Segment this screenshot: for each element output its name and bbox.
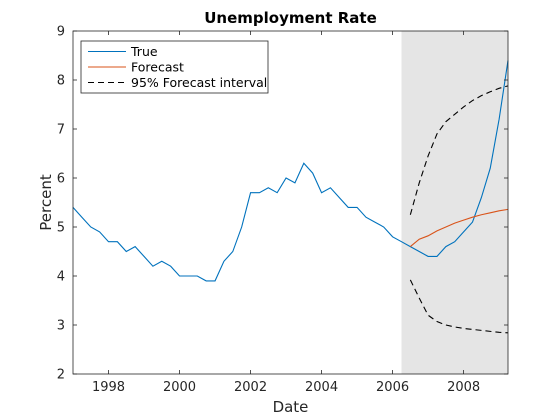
x-tick-label: 2000 xyxy=(163,380,196,395)
x-axis-label: Date xyxy=(273,398,309,416)
y-tick-label: 2 xyxy=(57,368,65,383)
series-line-3 xyxy=(409,279,509,334)
tick-labels-layer: 1998 2000 2002 2004 2006 2008 2 3 4 5 6 7 8 9 xyxy=(57,25,480,396)
y-tick-label: 7 xyxy=(57,123,65,138)
x-tick-label: 1998 xyxy=(92,380,125,395)
series-layer xyxy=(72,60,509,334)
legend: True Forecast 95% Forecast interval xyxy=(80,40,269,94)
y-axis-label: Percent xyxy=(37,174,55,231)
x-tick-label: 2008 xyxy=(447,380,480,395)
x-tick-label: 2002 xyxy=(234,380,267,395)
y-tick-label: 8 xyxy=(57,74,65,89)
series-line-1 xyxy=(409,208,509,248)
axes-box xyxy=(72,30,509,375)
y-tick-label: 3 xyxy=(57,319,65,334)
series-line-0 xyxy=(72,60,509,282)
series-line-2 xyxy=(409,85,509,215)
y-tick-label: 4 xyxy=(57,270,65,285)
y-tick-label: 6 xyxy=(57,172,65,187)
chart-title: Unemployment Rate xyxy=(204,9,377,27)
x-tick-label: 2006 xyxy=(376,380,409,395)
x-tick-label: 2004 xyxy=(305,380,338,395)
legend-label-forecast-interval: 95% Forecast interval xyxy=(131,75,267,90)
y-tick-label: 5 xyxy=(57,221,65,236)
y-tick-label: 9 xyxy=(57,25,65,40)
legend-label-forecast: Forecast xyxy=(131,60,184,75)
ticks-layer xyxy=(73,30,508,375)
forecast-period-shade xyxy=(401,31,508,374)
legend-label-true: True xyxy=(130,44,158,59)
